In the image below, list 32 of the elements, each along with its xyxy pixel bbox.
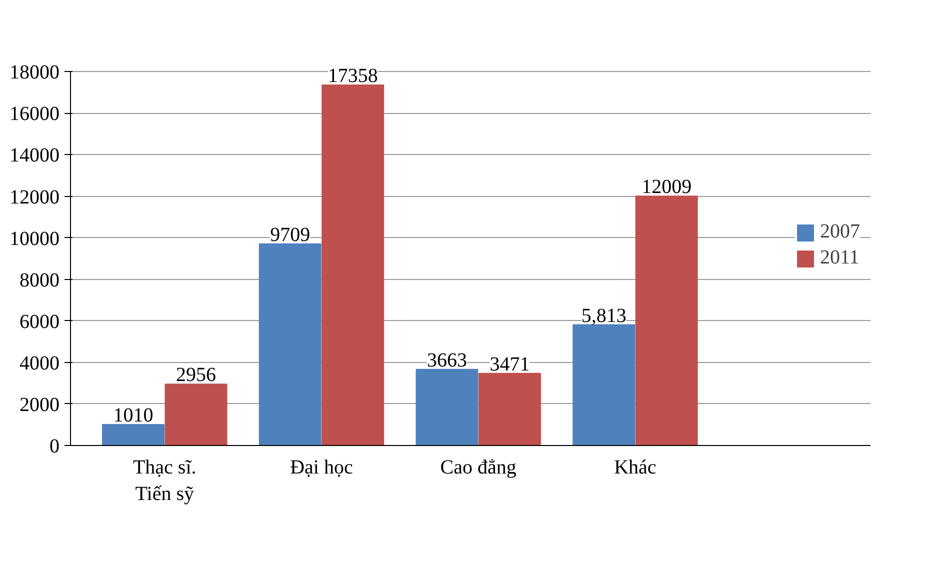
y-tick-label: 18000 [10,62,60,84]
data-label: 2956 [176,364,216,386]
bar [102,424,164,446]
x-tick-label: Khác [614,456,656,478]
y-tick-label: 4000 [20,352,60,374]
bar [635,196,698,446]
data-label: 1010 [113,404,154,427]
bar [258,243,322,446]
bar [572,324,636,446]
y-tick-label: 2000 [20,394,60,416]
bar [478,372,541,446]
data-label: 12009 [642,176,692,198]
data-label: 17358 [328,65,378,87]
bar [416,368,478,446]
y-tick-label: 8000 [20,269,60,292]
data-label: 9709 [270,224,310,246]
bar [164,384,228,446]
y-tick-label: 10000 [10,228,60,250]
y-tick-label: 6000 [20,310,60,333]
x-tick-label: Đại học [290,456,353,478]
data-label: 5,813 [581,304,626,327]
legend-label: 2011 [820,246,860,270]
y-tick-label: 0 [50,436,60,458]
data-label: 3471 [490,353,530,376]
legend-label: 2007 [820,220,860,244]
y-tick-label: 14000 [10,144,60,167]
y-tick-label: 16000 [10,103,60,126]
data-label: 3663 [426,349,467,372]
bar [322,84,384,446]
y-tick-label: 12000 [10,186,60,208]
x-tick-label: Thạc sĩ. Tiến sỹ [132,456,196,505]
x-tick-label: Cao đẳng [440,456,516,478]
